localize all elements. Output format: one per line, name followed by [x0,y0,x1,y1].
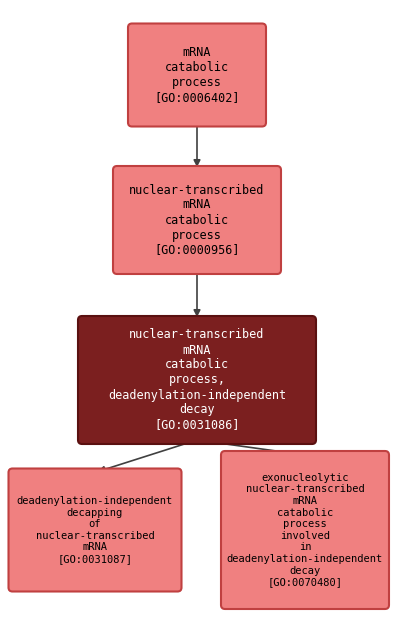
Text: nuclear-transcribed
mRNA
catabolic
process
[GO:0000956]: nuclear-transcribed mRNA catabolic proce… [129,184,265,257]
FancyBboxPatch shape [9,469,182,591]
FancyBboxPatch shape [113,166,281,274]
FancyBboxPatch shape [78,316,316,444]
Text: mRNA
catabolic
process
[GO:0006402]: mRNA catabolic process [GO:0006402] [154,46,240,104]
Text: deadenylation-independent
decapping
of
nuclear-transcribed
mRNA
[GO:0031087]: deadenylation-independent decapping of n… [17,496,173,564]
Text: nuclear-transcribed
mRNA
catabolic
process,
deadenylation-independent
decay
[GO:: nuclear-transcribed mRNA catabolic proce… [108,329,286,432]
FancyBboxPatch shape [128,24,266,126]
Text: exonucleolytic
nuclear-transcribed
mRNA
catabolic
process
involved
in
deadenylat: exonucleolytic nuclear-transcribed mRNA … [227,473,383,587]
FancyBboxPatch shape [221,451,389,609]
